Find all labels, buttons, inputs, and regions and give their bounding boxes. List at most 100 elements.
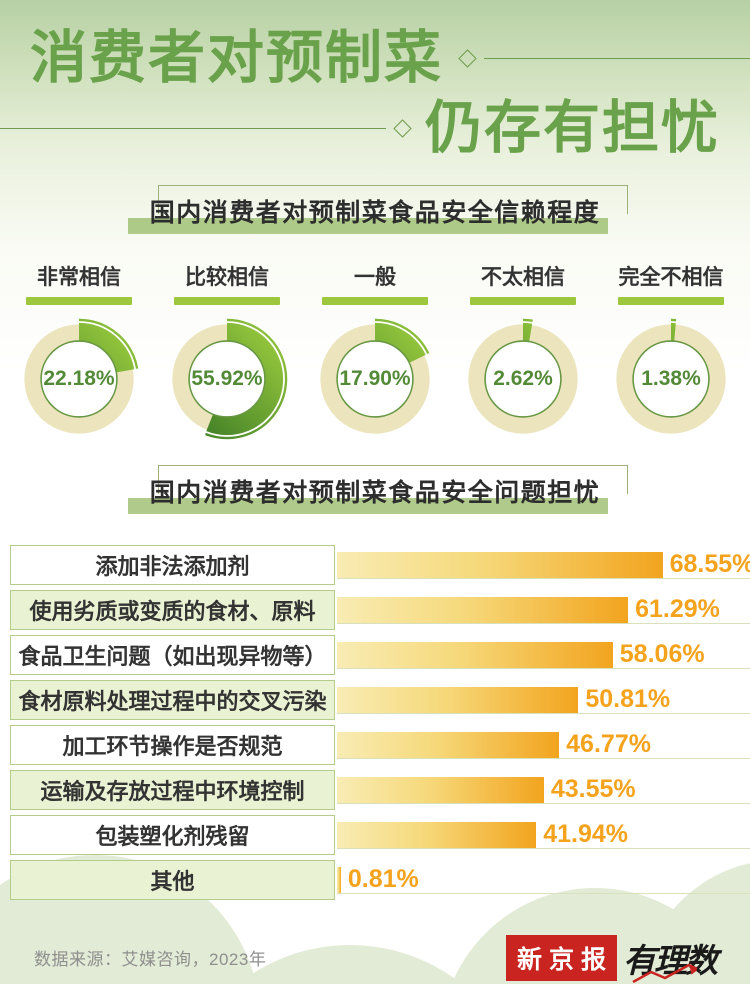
- donut-svg: [18, 318, 140, 440]
- page-title-part2: 仍存有担忧: [425, 96, 720, 161]
- decor-line: [0, 128, 386, 130]
- title-line-1: 消费者对预制菜: [30, 24, 750, 92]
- donut-value: 2.62%: [493, 366, 553, 390]
- bar-label: 其他: [150, 868, 195, 894]
- bar-fill: [337, 596, 629, 623]
- bar-value: 43.55%: [550, 775, 636, 804]
- donut-svg: [610, 318, 732, 440]
- bar-fill: [337, 866, 341, 893]
- bar-label-box: 使用劣质或变质的食材、原料: [10, 589, 335, 630]
- donut-label-underline: [174, 296, 280, 305]
- bar-value: 41.94%: [543, 820, 628, 849]
- donut-gauge: 完全不相信 1.38%: [598, 261, 744, 443]
- bar-label: 运输及存放过程中环境控制: [40, 778, 305, 804]
- donut-label: 完全不相信: [618, 265, 724, 289]
- bar-label-box: 食品卫生问题（如出现异物等）: [10, 634, 335, 675]
- bar-baseline: [337, 577, 750, 579]
- donut-gauge: 比较相信 55.92%: [154, 261, 300, 443]
- bar-baseline: [337, 667, 750, 669]
- donut-gauge: 非常相信 22.18%: [6, 261, 152, 443]
- badge-highlight-bar: [127, 497, 609, 514]
- diamond-icon: [393, 119, 412, 138]
- bar-fill: [337, 641, 613, 668]
- logos: 新京报 有理数: [505, 934, 718, 983]
- bar-label-box: 加工环节操作是否规范: [10, 724, 335, 765]
- bar-track: 61.29%: [337, 590, 750, 630]
- section2-heading: 国内消费者对预制菜食品安全问题担忧: [149, 478, 601, 507]
- data-source-text: 数据来源：艾媒咨询，2023年: [34, 950, 267, 970]
- bar-track: 68.55%: [337, 545, 750, 585]
- bar-label: 使用劣质或变质的食材、原料: [29, 598, 316, 624]
- trust-donut-row: 非常相信 22.18% 比较相信: [0, 261, 750, 443]
- bar-track: 41.94%: [337, 815, 750, 855]
- bar-fill: [337, 776, 544, 803]
- donut-chart: 55.92%: [163, 315, 291, 443]
- donut-value: 17.90%: [339, 366, 411, 390]
- donut-value: 22.18%: [43, 366, 115, 390]
- bar-baseline: [337, 802, 750, 804]
- bar-track: 50.81%: [337, 680, 750, 720]
- donut-value: 55.92%: [191, 366, 263, 390]
- badge-highlight-bar: [127, 217, 609, 234]
- concern-bar-chart: 添加非法添加剂 68.55% 使用劣质或变质的食材、原料 61.29% 食品卫生…: [0, 544, 750, 900]
- donut-gauge: 一般 17.90%: [302, 261, 448, 443]
- donut-chart: 17.90%: [311, 315, 439, 443]
- bar-row: 其他 0.81%: [10, 859, 750, 900]
- section1-heading-badge: 国内消费者对预制菜食品安全信赖程度: [127, 184, 629, 235]
- section2-heading-badge: 国内消费者对预制菜食品安全问题担忧: [127, 464, 629, 515]
- diamond-icon: [458, 48, 477, 68]
- bar-value: 0.81%: [347, 865, 419, 894]
- bar-fill: [337, 821, 537, 848]
- bar-row: 包装塑化剂残留 41.94%: [10, 814, 750, 855]
- donut-gauge: 不太相信 2.62%: [450, 261, 596, 443]
- bar-label-box: 添加非法添加剂: [10, 544, 335, 585]
- donut-label: 不太相信: [481, 265, 565, 289]
- donut-label: 非常相信: [37, 265, 121, 289]
- donut-label-underline: [618, 296, 724, 305]
- title-line-2: 仍存有担忧: [0, 94, 750, 162]
- youlishu-logo: 有理数: [623, 934, 718, 983]
- bar-fill: [337, 731, 560, 758]
- bar-row: 运输及存放过程中环境控制 43.55%: [10, 769, 750, 810]
- bar-value: 50.81%: [585, 685, 671, 714]
- bar-value: 68.55%: [669, 550, 750, 579]
- page-title-part1: 消费者对预制菜: [30, 26, 443, 90]
- donut-label-underline: [322, 296, 428, 305]
- bar-track: 43.55%: [337, 770, 750, 810]
- bar-row: 加工环节操作是否规范 46.77%: [10, 724, 750, 765]
- bjnews-logo: 新京报: [505, 934, 617, 981]
- bar-baseline: [337, 757, 750, 759]
- bar-track: 46.77%: [337, 725, 750, 765]
- bar-track: 58.06%: [337, 635, 750, 675]
- bar-value: 58.06%: [619, 640, 705, 669]
- bar-track: 0.81%: [337, 860, 750, 900]
- bar-label: 添加非法添加剂: [95, 553, 250, 579]
- bar-baseline: [337, 622, 750, 624]
- bar-value: 46.77%: [566, 730, 651, 759]
- decor-line: [484, 57, 750, 59]
- bar-label-box: 食材原料处理过程中的交叉污染: [10, 679, 335, 720]
- donut-value: 1.38%: [641, 366, 701, 390]
- bar-label: 包装塑化剂残留: [95, 823, 250, 849]
- footer: 数据来源：艾媒咨询，2023年 新京报 有理数: [34, 934, 718, 983]
- donut-chart: 2.62%: [459, 315, 587, 443]
- badge-bracket: [157, 184, 629, 215]
- bar-label-box: 包装塑化剂残留: [10, 814, 335, 855]
- donut-label: 一般: [354, 265, 396, 289]
- bar-value: 61.29%: [635, 595, 720, 624]
- bar-fill: [337, 686, 579, 713]
- bar-label-box: 运输及存放过程中环境控制: [10, 769, 335, 810]
- bar-row: 添加非法添加剂 68.55%: [10, 544, 750, 585]
- donut-svg: [166, 318, 288, 440]
- donut-svg: [314, 318, 436, 440]
- youlishu-logo-text: 有理数: [623, 941, 718, 979]
- bar-baseline: [337, 847, 750, 849]
- bar-row: 食品卫生问题（如出现异物等） 58.06%: [10, 634, 750, 675]
- bar-label: 食材原料处理过程中的交叉污染: [18, 688, 327, 714]
- bar-row: 食材原料处理过程中的交叉污染 50.81%: [10, 679, 750, 720]
- bar-row: 使用劣质或变质的食材、原料 61.29%: [10, 589, 750, 630]
- trend-line-icon: [632, 963, 698, 983]
- bar-label-box: 其他: [10, 859, 335, 900]
- bar-baseline: [337, 892, 750, 894]
